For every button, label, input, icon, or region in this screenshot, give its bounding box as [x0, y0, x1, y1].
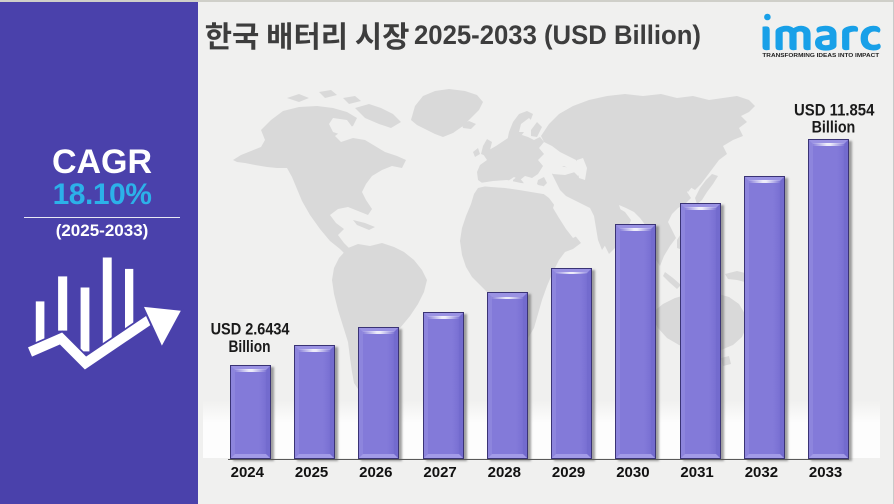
svg-text:USD 11.854: USD 11.854: [794, 101, 875, 120]
svg-text:Billion: Billion: [812, 118, 856, 137]
svg-text:USD 2.6434: USD 2.6434: [211, 320, 290, 339]
svg-text:2025-2033 (USD Billion): 2025-2033 (USD Billion): [414, 20, 701, 50]
svg-text:Billion: Billion: [229, 337, 271, 356]
svg-text:TRANSFORMING IDEAS INTO IMPACT: TRANSFORMING IDEAS INTO IMPACT: [762, 53, 880, 59]
